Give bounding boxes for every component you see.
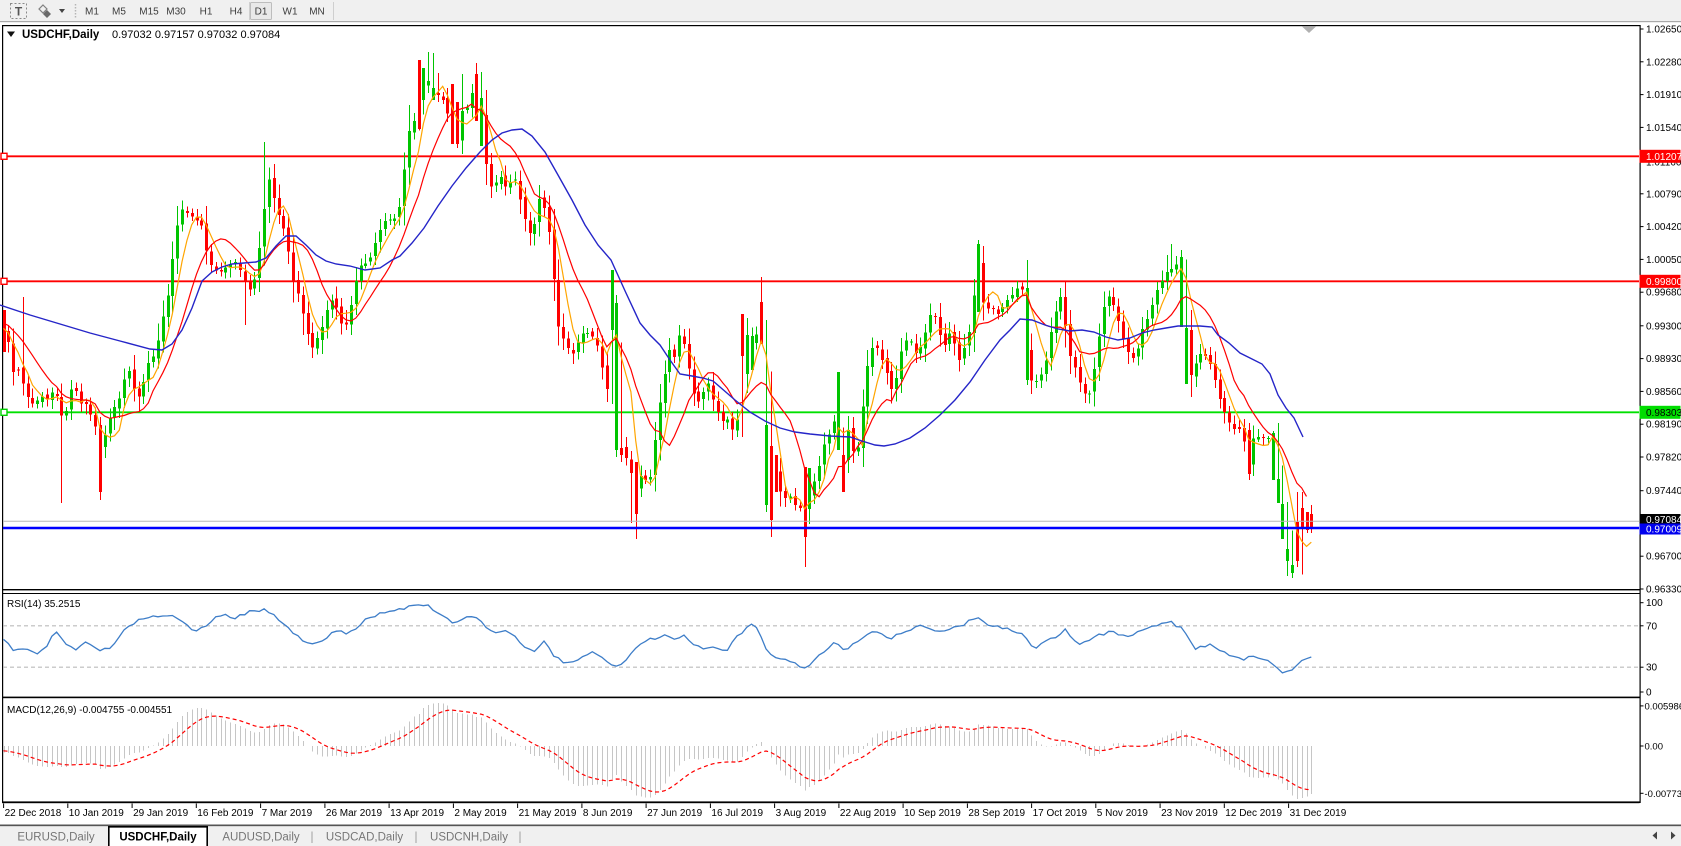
svg-text:100: 100 <box>1646 598 1663 609</box>
svg-text:12 Dec 2019: 12 Dec 2019 <box>1225 808 1282 819</box>
svg-text:1.01207: 1.01207 <box>1646 152 1681 163</box>
svg-text:26 Mar 2019: 26 Mar 2019 <box>326 808 383 819</box>
svg-text:0.98303: 0.98303 <box>1646 408 1681 419</box>
svg-text:22 Dec 2018: 22 Dec 2018 <box>5 808 62 819</box>
svg-text:31 Dec 2019: 31 Dec 2019 <box>1290 808 1347 819</box>
svg-text:23 Nov 2019: 23 Nov 2019 <box>1161 808 1218 819</box>
svg-text:70: 70 <box>1646 621 1658 632</box>
svg-text:1.02650: 1.02650 <box>1646 25 1681 36</box>
svg-text:0: 0 <box>1646 688 1652 699</box>
svg-text:M15: M15 <box>139 7 159 18</box>
svg-text:1.00790: 1.00790 <box>1646 189 1681 200</box>
svg-text:29 Jan 2019: 29 Jan 2019 <box>133 808 188 819</box>
svg-text:30: 30 <box>1646 663 1658 674</box>
svg-text:10 Sep 2019: 10 Sep 2019 <box>904 808 961 819</box>
svg-text:|: | <box>519 832 522 844</box>
svg-text:M30: M30 <box>166 7 186 18</box>
svg-text:USDCHF,Daily: USDCHF,Daily <box>119 832 197 844</box>
svg-text:13 Apr 2019: 13 Apr 2019 <box>390 808 444 819</box>
svg-text:T: T <box>15 5 23 19</box>
svg-text:H4: H4 <box>230 7 243 18</box>
svg-text:16 Feb 2019: 16 Feb 2019 <box>197 808 254 819</box>
svg-text:M1: M1 <box>85 7 99 18</box>
svg-text:17 Oct 2019: 17 Oct 2019 <box>1033 808 1088 819</box>
svg-text:D1: D1 <box>255 7 268 18</box>
svg-text:1.00050: 1.00050 <box>1646 255 1681 266</box>
svg-text:3 Aug 2019: 3 Aug 2019 <box>776 808 827 819</box>
svg-text:0.99800: 0.99800 <box>1646 277 1681 288</box>
svg-text:0.98190: 0.98190 <box>1646 420 1681 431</box>
svg-text:5 Nov 2019: 5 Nov 2019 <box>1097 808 1149 819</box>
svg-text:0.97032 0.97157 0.97032 0.9708: 0.97032 0.97157 0.97032 0.97084 <box>112 29 280 41</box>
svg-text:27 Jun 2019: 27 Jun 2019 <box>647 808 702 819</box>
svg-text:H1: H1 <box>200 7 213 18</box>
svg-text:1.02280: 1.02280 <box>1646 57 1681 68</box>
svg-text:7 Mar 2019: 7 Mar 2019 <box>262 808 313 819</box>
svg-text:2 May 2019: 2 May 2019 <box>454 808 507 819</box>
svg-text:RSI(14) 35.2515: RSI(14) 35.2515 <box>7 599 81 610</box>
svg-text:USDCNH,Daily: USDCNH,Daily <box>430 832 508 844</box>
svg-text:0.005986: 0.005986 <box>1645 701 1681 712</box>
svg-text:0.99680: 0.99680 <box>1646 288 1681 299</box>
svg-text:|: | <box>311 832 314 844</box>
svg-text:USDCAD,Daily: USDCAD,Daily <box>326 832 404 844</box>
svg-text:-0.007731: -0.007731 <box>1645 789 1681 800</box>
svg-text:0.96330: 0.96330 <box>1646 585 1681 596</box>
svg-text:MN: MN <box>309 7 325 18</box>
svg-text:0.97440: 0.97440 <box>1646 486 1681 497</box>
svg-text:22 Aug 2019: 22 Aug 2019 <box>840 808 897 819</box>
svg-text:0.97820: 0.97820 <box>1646 453 1681 464</box>
svg-text:MACD(12,26,9) -0.004755 -0.004: MACD(12,26,9) -0.004755 -0.004551 <box>7 705 173 716</box>
svg-text:W1: W1 <box>283 7 298 18</box>
svg-text:AUDUSD,Daily: AUDUSD,Daily <box>222 832 300 844</box>
svg-text:0.00: 0.00 <box>1645 742 1664 753</box>
svg-text:|: | <box>415 832 418 844</box>
svg-text:0.98560: 0.98560 <box>1646 387 1681 398</box>
svg-text:16 Jul 2019: 16 Jul 2019 <box>711 808 763 819</box>
svg-text:1.01540: 1.01540 <box>1646 123 1681 134</box>
svg-text:8 Jun 2019: 8 Jun 2019 <box>583 808 633 819</box>
svg-text:0.97084: 0.97084 <box>1646 515 1681 526</box>
svg-text:28 Sep 2019: 28 Sep 2019 <box>968 808 1025 819</box>
svg-text:M5: M5 <box>112 7 126 18</box>
svg-text:1.01160: 1.01160 <box>1646 158 1681 169</box>
svg-text:EURUSD,Daily: EURUSD,Daily <box>17 832 95 844</box>
svg-text:1.01910: 1.01910 <box>1646 90 1681 101</box>
svg-text:21 May 2019: 21 May 2019 <box>519 808 577 819</box>
svg-text:10 Jan 2019: 10 Jan 2019 <box>69 808 124 819</box>
svg-text:0.97009: 0.97009 <box>1646 525 1681 536</box>
svg-text:1.00420: 1.00420 <box>1646 222 1681 233</box>
svg-text:0.99300: 0.99300 <box>1646 321 1681 332</box>
svg-text:0.98930: 0.98930 <box>1646 354 1681 365</box>
svg-text:USDCHF,Daily: USDCHF,Daily <box>22 29 100 41</box>
svg-text:0.96700: 0.96700 <box>1646 552 1681 563</box>
